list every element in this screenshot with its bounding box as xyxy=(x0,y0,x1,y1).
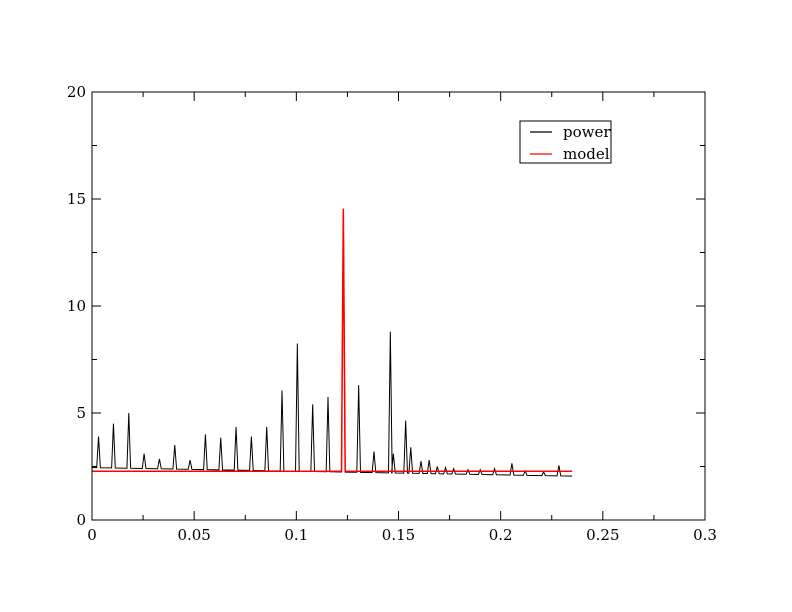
ticks-layer: 0 0.05 0.1 0.15 0.2 0.25 0.3 0 5 10 15 20 xyxy=(67,83,717,544)
series-line-model xyxy=(92,208,573,472)
x-tick-label: 0 xyxy=(87,526,97,544)
x-tick-label: 0.05 xyxy=(177,526,210,544)
y-tick-label: 15 xyxy=(67,190,86,208)
y-tick-label: 0 xyxy=(76,511,86,529)
legend-box xyxy=(519,120,612,164)
y-tick-label: 10 xyxy=(67,297,86,315)
x-tick-label: 0.3 xyxy=(693,526,717,544)
legend-label-model: model xyxy=(563,145,610,163)
x-tick-label: 0.1 xyxy=(284,526,308,544)
legend: power model xyxy=(519,120,612,164)
x-tick-label: 0.15 xyxy=(382,526,415,544)
legend-label-power: power xyxy=(563,123,611,141)
x-tick-label: 0.25 xyxy=(586,526,619,544)
x-tick-label: 0.2 xyxy=(489,526,513,544)
y-tick-label: 20 xyxy=(67,83,86,101)
y-tick-label: 5 xyxy=(76,404,86,422)
series-line-power xyxy=(91,209,573,477)
plot-frame xyxy=(91,91,706,521)
series-layer xyxy=(91,208,573,477)
